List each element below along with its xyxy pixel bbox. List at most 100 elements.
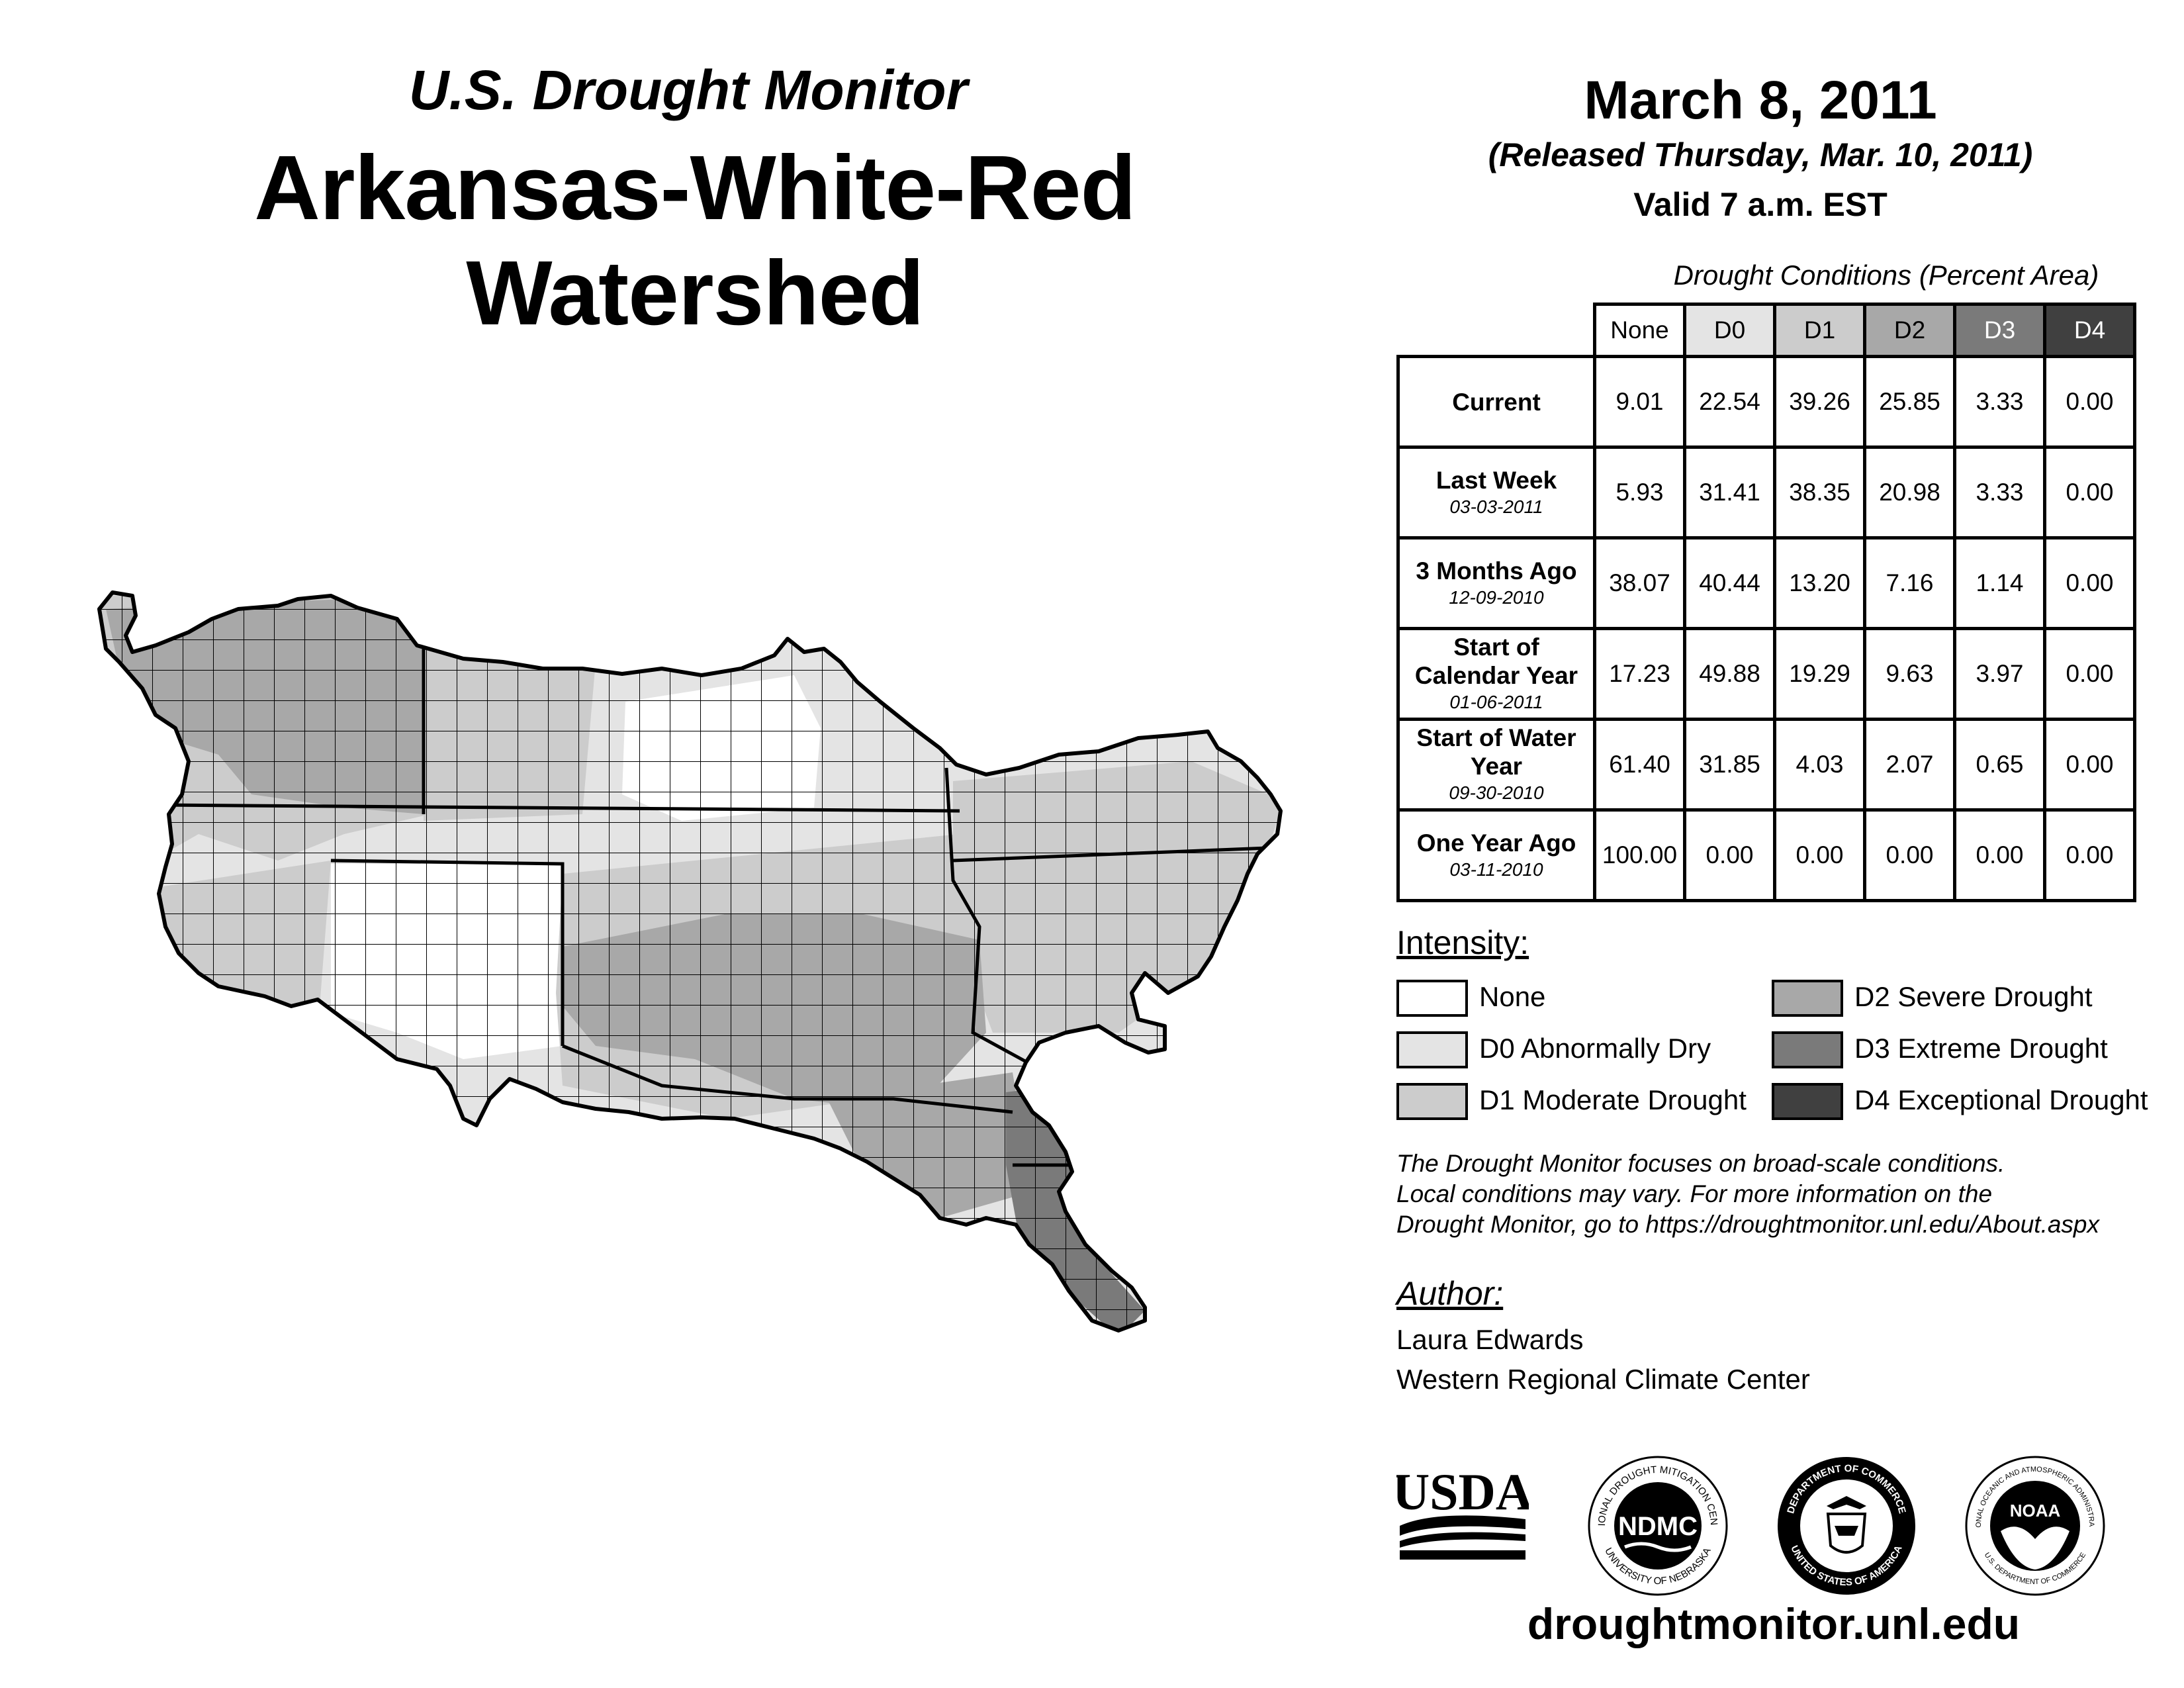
row-label-text: Current <box>1452 388 1541 416</box>
legend-item-d0: D0 Abnormally Dry <box>1396 1031 1767 1068</box>
disclaimer-note: The Drought Monitor focuses on broad-sca… <box>1396 1149 2099 1240</box>
table-cell: 13.20 <box>1773 536 1866 630</box>
col-header-none: None <box>1593 303 1686 358</box>
table-cell: 0.00 <box>1773 808 1866 902</box>
col-header-d2: D2 <box>1863 303 1956 358</box>
table-cell: 7.16 <box>1863 536 1956 630</box>
table-cell: 31.85 <box>1683 718 1776 812</box>
table-cell: 38.35 <box>1773 445 1866 539</box>
usda-logo-text: USDA <box>1396 1463 1529 1521</box>
ndmc-logo-text: NDMC <box>1618 1512 1698 1541</box>
note-line: Local conditions may vary. For more info… <box>1396 1180 1993 1207</box>
table-cell: 31.41 <box>1683 445 1776 539</box>
legend-label: D4 Exceptional Drought <box>1854 1084 2148 1115</box>
row-label: Current <box>1396 355 1596 449</box>
table-cell: 0.00 <box>2043 718 2136 812</box>
table-cell: 1.14 <box>1953 536 2046 630</box>
row-label-text: Last Week <box>1435 466 1557 494</box>
table-cell: 9.63 <box>1863 627 1956 721</box>
table-cell: 0.00 <box>2043 627 2136 721</box>
row-label-text: Start of Water Year <box>1416 724 1576 780</box>
usda-logo: USDA <box>1396 1463 1529 1560</box>
row-label: Last Week 03-03-2011 <box>1396 445 1596 539</box>
legend-swatch <box>1396 1031 1468 1068</box>
row-label-text: One Year Ago <box>1416 829 1576 857</box>
table-cell: 38.07 <box>1593 536 1686 630</box>
footer-url[interactable]: droughtmonitor.unl.edu <box>1527 1599 2021 1648</box>
col-header-d1: D1 <box>1773 303 1866 358</box>
legend-label: None <box>1479 981 1546 1012</box>
legend-item-d3: D3 Extreme Drought <box>1772 1031 2142 1068</box>
row-label: Start of Water Year 09-30-2010 <box>1396 718 1596 812</box>
table-header-row: None D0 D1 D2 D3 D4 <box>1398 303 2136 358</box>
map-title: Arkansas-White-Red Watershed <box>254 137 1136 344</box>
table-cell: 5.93 <box>1593 445 1686 539</box>
row-date: 09-30-2010 <box>1449 782 1544 803</box>
legend-swatch <box>1772 1031 1843 1068</box>
table-cell: 4.03 <box>1773 718 1866 812</box>
table-cell: 2.07 <box>1863 718 1956 812</box>
table-cell: 9.01 <box>1593 355 1686 449</box>
drought-map <box>97 590 1283 1333</box>
table-cell: 0.65 <box>1953 718 2046 812</box>
legend-label: D3 Extreme Drought <box>1854 1033 2108 1064</box>
table-cell: 0.00 <box>2043 355 2136 449</box>
noaa-logo-text: NOAA <box>2010 1501 2061 1521</box>
author-org: Western Regional Climate Center <box>1396 1364 1810 1395</box>
legend-swatch <box>1396 980 1468 1017</box>
legend-label: D2 Severe Drought <box>1854 981 2093 1012</box>
row-date: 01-06-2011 <box>1449 692 1543 712</box>
row-label: 3 Months Ago 12-09-2010 <box>1396 536 1596 630</box>
table-cell: 0.00 <box>1683 808 1776 902</box>
table-cell: 22.54 <box>1683 355 1776 449</box>
commerce-seal-logo: DEPARTMENT OF COMMERCE UNITED STATES OF … <box>1778 1457 1915 1595</box>
row-label-text: 3 Months Ago <box>1416 557 1577 585</box>
col-header-d4: D4 <box>2043 303 2136 358</box>
col-header-d0: D0 <box>1683 303 1776 358</box>
table-cell: 0.00 <box>1863 808 1956 902</box>
legend-label: D1 Moderate Drought <box>1479 1084 1747 1115</box>
table-cell: 25.85 <box>1863 355 1956 449</box>
note-line: The Drought Monitor focuses on broad-sca… <box>1396 1150 2005 1177</box>
drought-conditions-table: None D0 D1 D2 D3 D4 Current 9.01 22.54 3… <box>1396 303 2136 902</box>
legend-swatch <box>1772 1083 1843 1120</box>
table-cell: 40.44 <box>1683 536 1776 630</box>
legend-item-d1: D1 Moderate Drought <box>1396 1083 1767 1120</box>
author-name: Laura Edwards <box>1396 1324 1584 1355</box>
table-row: Start of Calendar Year 01-06-2011 17.23 4… <box>1396 627 2136 721</box>
table-cell: 49.88 <box>1683 627 1776 721</box>
row-label: Start of Calendar Year 01-06-2011 <box>1396 627 1596 721</box>
table-cell: 61.40 <box>1593 718 1686 812</box>
table-cell: 3.33 <box>1953 445 2046 539</box>
author-heading: Author: <box>1396 1275 1504 1312</box>
legend-item-d2: D2 Severe Drought <box>1772 980 2142 1017</box>
table-cell: 20.98 <box>1863 445 1956 539</box>
row-date: 03-11-2010 <box>1449 859 1543 880</box>
table-cell: 3.97 <box>1953 627 2046 721</box>
table-cell: 0.00 <box>1953 808 2046 902</box>
table-row: 3 Months Ago 12-09-2010 38.07 40.44 13.20… <box>1396 536 2136 630</box>
map-subtitle: U.S. Drought Monitor <box>408 59 968 121</box>
table-cell: 19.29 <box>1773 627 1866 721</box>
row-date: 03-03-2011 <box>1449 496 1543 517</box>
note-line: Drought Monitor, go to https://droughtmo… <box>1396 1211 2099 1238</box>
table-row: One Year Ago 03-11-2010 100.00 0.00 0.00 … <box>1396 808 2136 902</box>
table-cell: 0.00 <box>2043 445 2136 539</box>
legend-label: D0 Abnormally Dry <box>1479 1033 1711 1064</box>
table-caption: Drought Conditions (Percent Area) <box>1673 259 2099 291</box>
table-cell: 0.00 <box>2043 536 2136 630</box>
table-cell: 0.00 <box>2043 808 2136 902</box>
map-date: March 8, 2011 <box>1584 70 1937 130</box>
table-row: Last Week 03-03-2011 5.93 31.41 38.35 20.… <box>1396 445 2136 539</box>
table-cell: 39.26 <box>1773 355 1866 449</box>
legend-swatch <box>1772 980 1843 1017</box>
legend-item-d4: D4 Exceptional Drought <box>1772 1083 2156 1120</box>
legend-heading: Intensity: <box>1396 924 1529 961</box>
release-date: (Released Thursday, Mar. 10, 2011) <box>1488 136 2033 173</box>
row-date: 12-09-2010 <box>1449 586 1544 608</box>
noaa-logo: NATIONAL OCEANIC AND ATMOSPHERIC ADMINIS… <box>1962 1453 2105 1596</box>
table-cell: 17.23 <box>1593 627 1686 721</box>
legend-swatch <box>1396 1083 1468 1120</box>
ndmc-logo: NATIONAL DROUGHT MITIGATION CENTER UNIVE… <box>1585 1453 1728 1596</box>
row-label: One Year Ago 03-11-2010 <box>1396 808 1596 902</box>
